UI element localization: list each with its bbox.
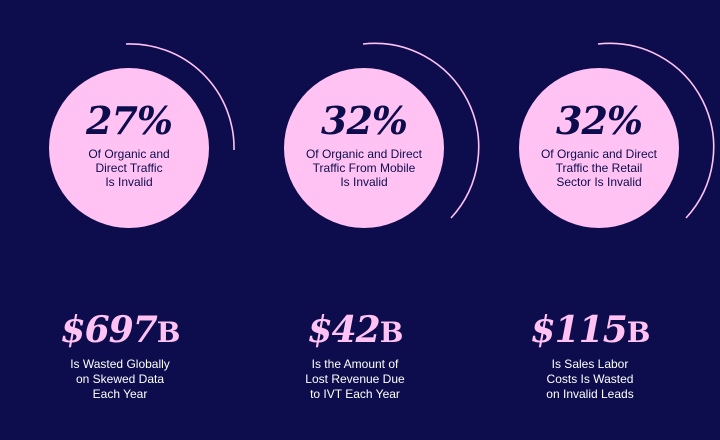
big-stat-value: $42B [307,309,404,351]
progress-arc [362,42,480,219]
percent-circle: 27% Of Organic and Direct Traffic Is Inv… [49,68,209,228]
big-stat-value: $697B [60,309,181,351]
progress-ring: 27% Of Organic and Direct Traffic Is Inv… [0,0,240,240]
stat-card-1: 27% Of Organic and Direct Traffic Is Inv… [0,0,240,440]
big-stat-description: Is Sales Labor Costs Is Wasted on Invali… [546,357,634,401]
big-stat-description: Is the Amount of Lost Revenue Due to IVT… [305,357,405,401]
stat-card-3: 32% Of Organic and Direct Traffic the Re… [470,0,715,440]
progress-ring: 32% Of Organic and Direct Traffic From M… [235,0,480,240]
progress-arc [597,42,715,219]
percent-description: Of Organic and Direct Traffic From Mobil… [305,147,423,189]
percent-circle: 32% Of Organic and Direct Traffic the Re… [519,68,679,228]
percent-value: 27% [86,98,173,143]
percent-description: Of Organic and Direct Traffic Is Invalid [88,147,170,189]
big-stat-value: $115B [530,309,651,351]
progress-ring: 32% Of Organic and Direct Traffic the Re… [470,0,715,240]
big-stat-description: Is Wasted Globally on Skewed Data Each Y… [70,357,170,401]
percent-circle: 32% Of Organic and Direct Traffic From M… [284,68,444,228]
percent-description: Of Organic and Direct Traffic the Retail… [540,147,658,189]
percent-value: 32% [321,98,408,143]
stat-card-2: 32% Of Organic and Direct Traffic From M… [235,0,480,440]
percent-value: 32% [556,98,643,143]
progress-arc [125,43,235,151]
